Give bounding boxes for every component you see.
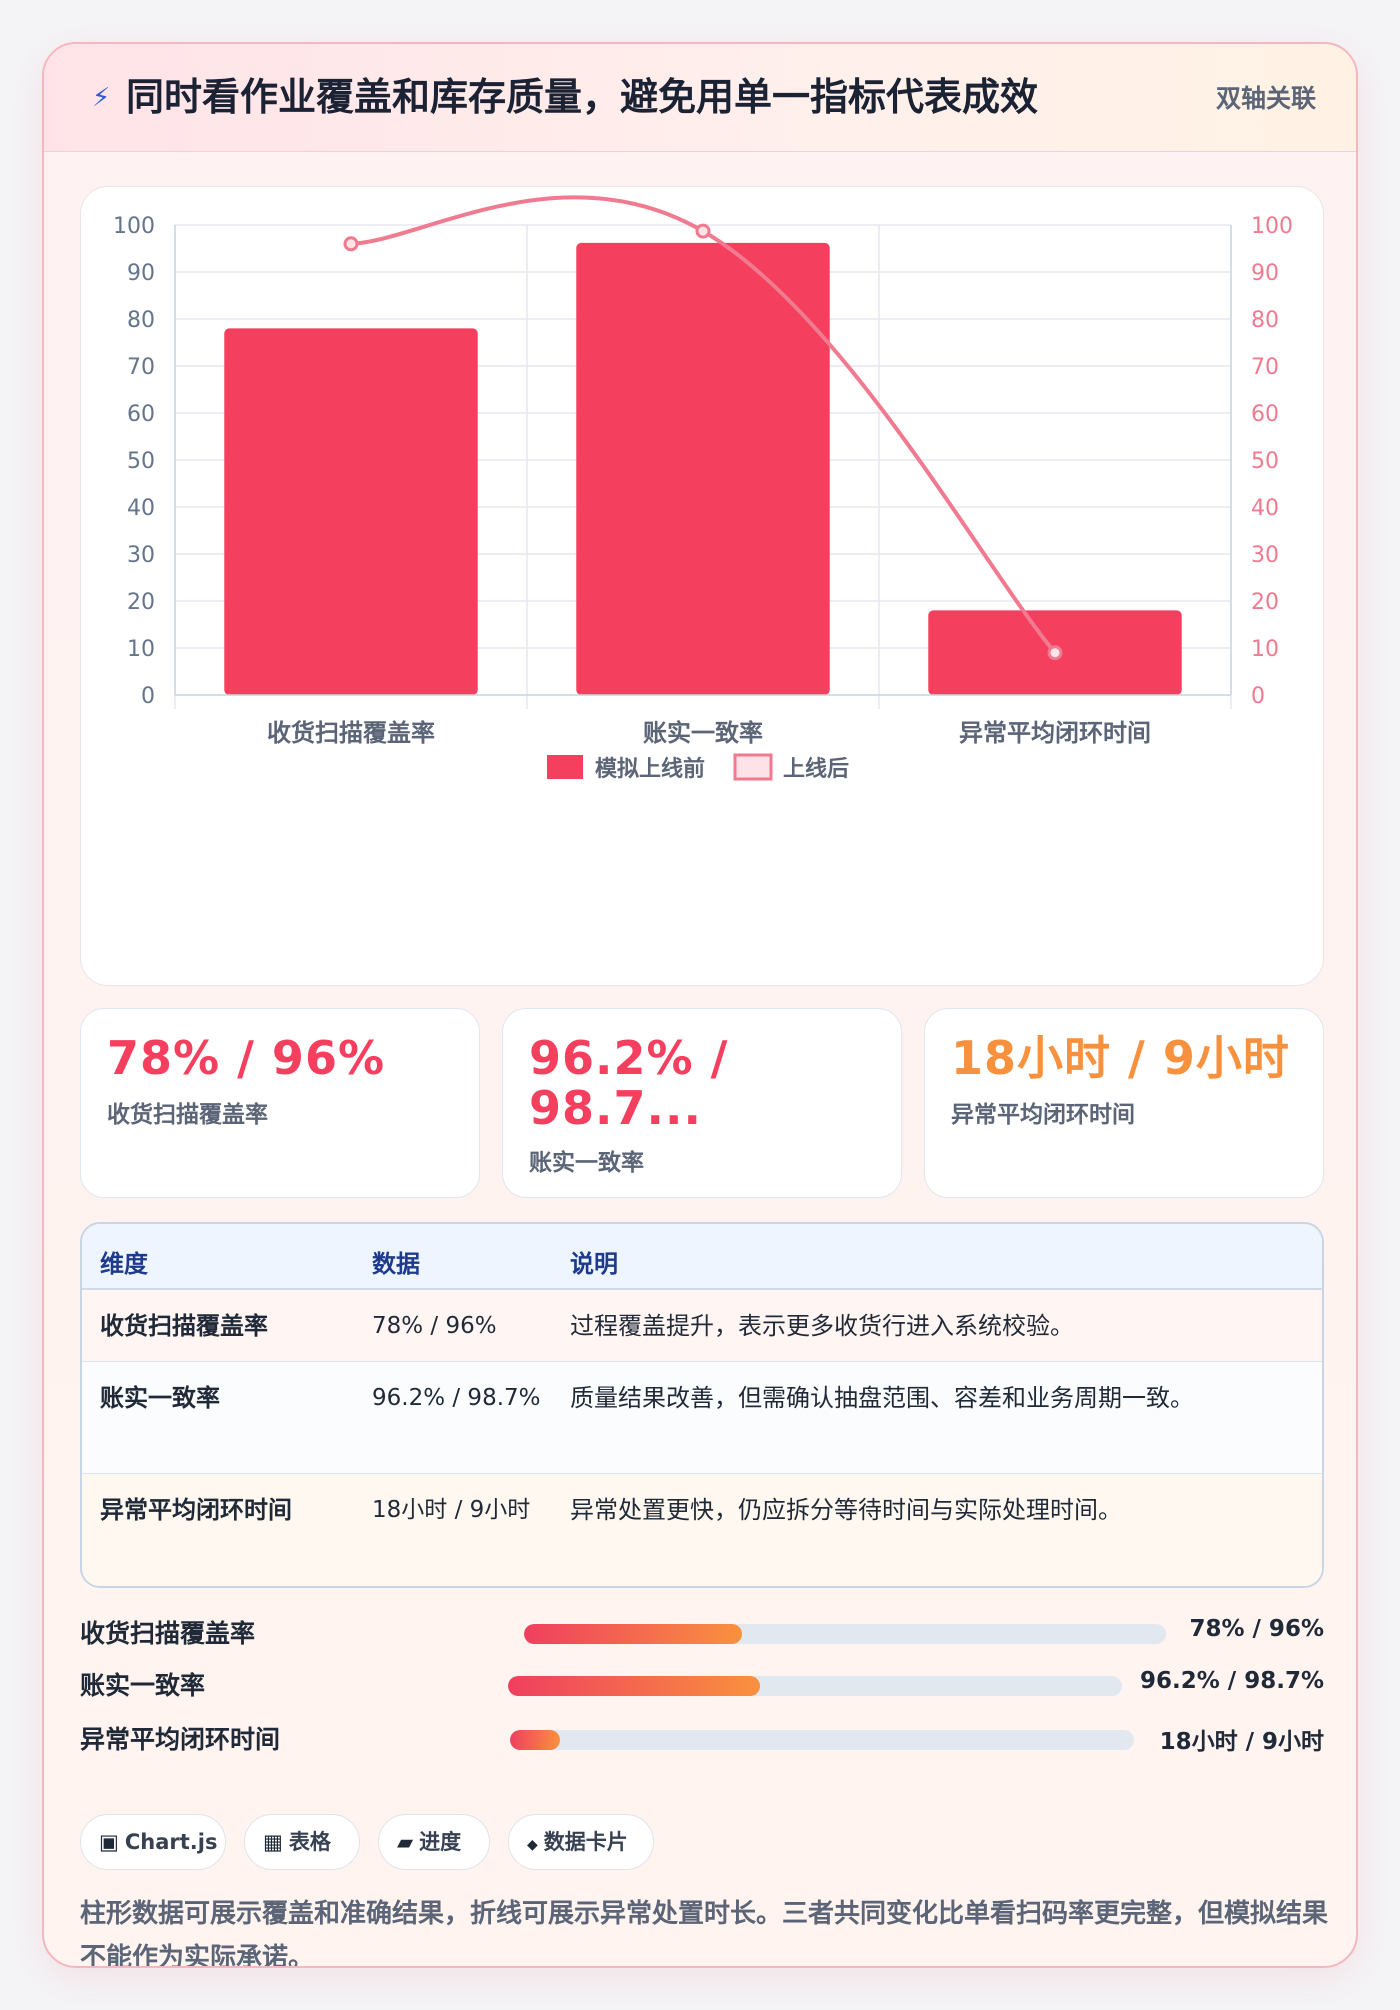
kpi-card-scan-coverage: 78% / 96% 收货扫描覆盖率 bbox=[80, 1008, 480, 1198]
chip-label: 进度 bbox=[419, 1830, 462, 1854]
table-cell-data: 18小时 / 9小时 bbox=[372, 1497, 531, 1523]
y-right-tick-label: 50 bbox=[1251, 449, 1279, 474]
chip-label: Chart.js bbox=[124, 1830, 218, 1854]
y-right-tick-label: 80 bbox=[1251, 308, 1279, 333]
column-header-description: 说明 bbox=[570, 1250, 618, 1278]
y-left-tick-label: 30 bbox=[127, 543, 155, 568]
y-left-tick-label: 80 bbox=[127, 308, 155, 333]
y-left-tick-label: 50 bbox=[127, 449, 155, 474]
y-right-tick-label: 100 bbox=[1251, 214, 1293, 239]
y-right-tick-label: 70 bbox=[1251, 355, 1279, 380]
chip-label: 表格 bbox=[288, 1830, 331, 1854]
y-left-tick-label: 10 bbox=[127, 637, 155, 662]
progress-value: 96.2% / 98.7% bbox=[1140, 1668, 1324, 1694]
progress-row-inventory-accuracy: 账实一致率 96.2% / 98.7% bbox=[80, 1662, 1324, 1702]
kpi-value: 96.2% / 98.7... bbox=[529, 1031, 729, 1135]
kpi-label: 账实一致率 bbox=[529, 1150, 644, 1176]
kpi-label: 收货扫描覆盖率 bbox=[107, 1102, 268, 1128]
column-header-data: 数据 bbox=[372, 1250, 420, 1278]
progress-label: 账实一致率 bbox=[80, 1671, 206, 1700]
chip-label: 数据卡片 bbox=[543, 1830, 628, 1854]
table-row: 异常平均闭环时间 18小时 / 9小时 异常处置更快，仍应拆分等待时间与实际处理… bbox=[82, 1474, 1322, 1586]
page-title: 同时看作业覆盖和库存质量，避免用单一指标代表成效 bbox=[126, 75, 1039, 119]
progress-label: 收货扫描覆盖率 bbox=[80, 1619, 256, 1648]
kpi-value: 18小时 / 9小时 bbox=[951, 1031, 1290, 1085]
tag-chips: ▣ Chart.js ▦ 表格 ▰ 进度 ◆ 数据卡片 bbox=[80, 1814, 980, 1870]
footnote: 柱形数据可展示覆盖和准确结果，折线可展示异常处置时长。三者共同变化比单看扫码率更… bbox=[80, 1899, 1329, 1968]
progress-label: 异常平均闭环时间 bbox=[80, 1725, 281, 1754]
x-tick-label: 账实一致率 bbox=[643, 719, 763, 747]
y-left-tick-label: 70 bbox=[127, 355, 155, 380]
progress-fill bbox=[508, 1676, 760, 1696]
kpi-card-inventory-accuracy: 96.2% / 98.7... 账实一致率 bbox=[502, 1008, 902, 1198]
table-cell-data: 78% / 96% bbox=[372, 1313, 497, 1339]
card-header: ⚡ 同时看作业覆盖和库存质量，避免用单一指标代表成效 双轴关联 bbox=[44, 44, 1356, 152]
dashboard-card: ⚡ 同时看作业覆盖和库存质量，避免用单一指标代表成效 双轴关联 0 10 20 30 4… bbox=[42, 42, 1358, 1968]
table-cell-description: 质量结果改善，但需确认抽盘范围、容差和业务周期一致。 bbox=[570, 1384, 1194, 1412]
table-header: 维度 数据 说明 bbox=[82, 1224, 1322, 1290]
line-point bbox=[343, 236, 359, 252]
table-cell-description: 过程覆盖提升，表示更多收货行进入系统校验。 bbox=[570, 1312, 1074, 1340]
y-right-tick-label: 40 bbox=[1251, 496, 1279, 521]
y-left-tick-label: 20 bbox=[127, 590, 155, 615]
column-header-dimension: 维度 bbox=[100, 1250, 148, 1278]
legend-label: 上线后 bbox=[783, 756, 849, 782]
table-row: 账实一致率 96.2% / 98.7% 质量结果改善，但需确认抽盘范围、容差和业… bbox=[82, 1362, 1322, 1474]
x-tick-label: 收货扫描覆盖率 bbox=[267, 719, 435, 747]
x-tick-label: 异常平均闭环时间 bbox=[959, 719, 1151, 747]
dual-axis-chart[interactable]: 0 10 20 30 40 50 60 70 80 90 100 0 10 20 30 40 50 60 70 80 9… bbox=[81, 187, 1325, 987]
kpi-value: 78% / 96% bbox=[107, 1031, 386, 1085]
y-left-tick-label: 90 bbox=[127, 261, 155, 286]
progress-track bbox=[508, 1676, 1122, 1696]
bar bbox=[224, 328, 478, 695]
progress-value: 18小时 / 9小时 bbox=[1159, 1729, 1324, 1755]
header-badge: 双轴关联 bbox=[1215, 84, 1316, 113]
progress-row-scan-coverage: 收货扫描覆盖率 78% / 96% bbox=[80, 1610, 1324, 1650]
progress-icon: ▰ bbox=[397, 1830, 414, 1854]
table-cell-dimension: 账实一致率 bbox=[100, 1384, 220, 1412]
y-right-tick-label: 20 bbox=[1251, 590, 1279, 615]
line-point bbox=[695, 223, 711, 239]
card-icon: ◆ bbox=[527, 1837, 538, 1853]
y-left-tick-label: 0 bbox=[141, 684, 155, 709]
y-left-tick-label: 100 bbox=[113, 214, 155, 239]
y-right-tick-label: 0 bbox=[1251, 684, 1265, 709]
progress-fill bbox=[524, 1624, 743, 1644]
progress-track bbox=[510, 1730, 1134, 1750]
chart-icon: ▣ bbox=[99, 1830, 119, 1854]
legend-label: 模拟上线前 bbox=[595, 756, 705, 782]
chip-data-card[interactable]: ◆ 数据卡片 bbox=[508, 1814, 654, 1870]
chart-panel: 0 10 20 30 40 50 60 70 80 90 100 0 10 20 30 40 50 60 70 80 9… bbox=[80, 186, 1324, 986]
kpi-cards: 78% / 96% 收货扫描覆盖率 96.2% / 98.7... 账实一致率 … bbox=[80, 1008, 1324, 1198]
y-left-tick-label: 40 bbox=[127, 496, 155, 521]
legend-swatch-bar bbox=[547, 755, 583, 779]
kpi-label: 异常平均闭环时间 bbox=[951, 1102, 1135, 1128]
y-right-tick-label: 90 bbox=[1251, 261, 1279, 286]
table-cell-description: 异常处置更快，仍应拆分等待时间与实际处理时间。 bbox=[570, 1496, 1122, 1524]
chip-table[interactable]: ▦ 表格 bbox=[244, 1814, 360, 1870]
progress-track bbox=[524, 1624, 1166, 1644]
chip-chartjs[interactable]: ▣ Chart.js bbox=[80, 1814, 226, 1870]
legend-swatch-line bbox=[733, 753, 773, 781]
table-cell-dimension: 收货扫描覆盖率 bbox=[100, 1312, 268, 1340]
y-right-tick-label: 30 bbox=[1251, 543, 1279, 568]
series-line bbox=[350, 195, 1057, 654]
table-cell-data: 96.2% / 98.7% bbox=[372, 1385, 541, 1411]
progress-row-exception-closure: 异常平均闭环时间 18小时 / 9小时 bbox=[80, 1716, 1324, 1756]
y-right-tick-label: 60 bbox=[1251, 402, 1279, 427]
lightning-icon: ⚡ bbox=[92, 83, 111, 113]
data-table: 维度 数据 说明 收货扫描覆盖率 78% / 96% 过程覆盖提升，表示更多收货… bbox=[80, 1222, 1324, 1588]
kpi-card-exception-closure: 18小时 / 9小时 异常平均闭环时间 bbox=[924, 1008, 1324, 1198]
progress-value: 78% / 96% bbox=[1189, 1616, 1324, 1642]
table-row: 收货扫描覆盖率 78% / 96% 过程覆盖提升，表示更多收货行进入系统校验。 bbox=[82, 1290, 1322, 1362]
table-cell-dimension: 异常平均闭环时间 bbox=[100, 1496, 292, 1524]
line-point bbox=[1047, 645, 1063, 661]
chip-progress[interactable]: ▰ 进度 bbox=[378, 1814, 490, 1870]
progress-fill bbox=[510, 1730, 560, 1750]
table-icon: ▦ bbox=[263, 1830, 283, 1854]
y-right-tick-label: 10 bbox=[1251, 637, 1279, 662]
y-left-tick-label: 60 bbox=[127, 402, 155, 427]
bar bbox=[576, 242, 830, 696]
